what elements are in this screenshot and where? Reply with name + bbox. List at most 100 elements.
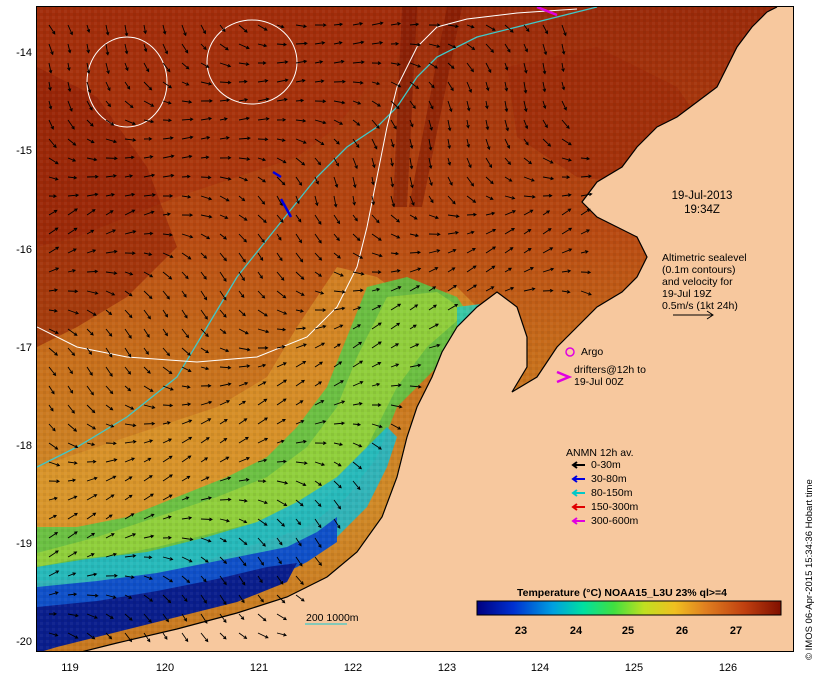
velocity-arrow: [238, 271, 245, 282]
velocity-arrow: [124, 62, 129, 72]
velocity-arrow: [504, 24, 514, 33]
argo-marker[interactable]: [565, 347, 575, 357]
velocity-arrow: [200, 328, 209, 338]
velocity-arrow: [48, 550, 59, 558]
velocity-arrow: [67, 43, 72, 54]
velocity-arrow: [162, 290, 170, 300]
velocity-arrow: [257, 309, 268, 317]
velocity-arrow: [390, 343, 400, 349]
velocity-arrow: [561, 290, 571, 294]
velocity-arrow: [485, 246, 497, 254]
velocity-arrow: [162, 474, 173, 482]
velocity-arrow: [238, 537, 248, 546]
velocity-arrow: [181, 366, 192, 372]
velocity-arrow: [447, 81, 454, 92]
map-panel[interactable]: [36, 6, 794, 652]
velocity-arrow: [333, 157, 339, 167]
velocity-arrow: [143, 43, 148, 53]
velocity-arrow: [48, 138, 57, 149]
velocity-arrow: [352, 252, 364, 259]
velocity-arrow: [542, 157, 554, 164]
velocity-arrow: [219, 98, 231, 103]
velocity-arrow: [352, 401, 363, 406]
velocity-arrow: [333, 233, 340, 242]
velocity-arrow: [390, 423, 402, 430]
velocity-arrow: [257, 97, 270, 102]
velocity-arrow: [371, 442, 382, 450]
velocity-arrow: [162, 328, 168, 337]
velocity-arrow: [162, 535, 172, 540]
velocity-arrow: [219, 195, 230, 202]
velocity-arrow: [561, 269, 572, 273]
velocity-arrow: [371, 341, 382, 349]
velocity-arrow: [523, 194, 536, 199]
velocity-arrow: [181, 613, 188, 622]
velocity-arrow: [295, 343, 307, 349]
velocity-arrow: [124, 554, 137, 558]
velocity-arrow: [181, 233, 194, 239]
velocity-arrow: [219, 382, 232, 387]
velocity-arrow: [390, 195, 396, 208]
velocity-arrow: [542, 228, 552, 235]
velocity-arrow: [162, 385, 174, 391]
velocity-arrow: [276, 24, 285, 29]
lat-tick-14: -14: [16, 47, 32, 59]
velocity-arrow: [200, 347, 210, 354]
temperature-colorbar: [476, 600, 782, 616]
velocity-arrow: [371, 41, 384, 45]
velocity-arrow: [561, 100, 567, 111]
velocity-arrow: [295, 326, 307, 331]
drifter-chevron-icon: [556, 370, 573, 384]
velocity-arrow: [428, 214, 439, 220]
velocity-arrow: [580, 250, 589, 254]
velocity-arrow: [371, 270, 382, 274]
velocity-arrow: [48, 461, 61, 467]
velocity-arrow: [333, 518, 341, 529]
velocity-arrow: [428, 138, 433, 151]
velocity-arrow: [143, 439, 154, 444]
velocity-arrow: [428, 286, 437, 292]
velocity-arrow: [276, 118, 287, 122]
velocity-arrow: [314, 480, 323, 486]
velocity-arrow: [276, 252, 283, 262]
sst-map: [37, 7, 793, 651]
velocity-arrow: [390, 41, 400, 46]
velocity-arrow: [314, 99, 327, 104]
velocity-arrow: [143, 555, 153, 560]
velocity-arrow: [181, 575, 191, 584]
velocity-arrow: [428, 157, 433, 170]
velocity-arrow: [485, 265, 496, 273]
velocity-arrow: [542, 81, 547, 93]
velocity-arrow: [219, 347, 230, 353]
velocity-arrow: [124, 174, 134, 178]
velocity-arrow: [257, 346, 269, 350]
drifters-label: drifters@12h to 19-Jul 00Z: [574, 364, 646, 388]
velocity-arrow: [181, 328, 190, 339]
velocity-arrow: [124, 533, 137, 539]
velocity-arrow: [48, 632, 59, 637]
velocity-arrow: [162, 252, 174, 258]
velocity-arrow: [219, 476, 232, 482]
colorbar-tick-25: 25: [621, 625, 635, 637]
coastline: [82, 7, 778, 651]
velocity-arrow: [390, 21, 402, 26]
velocity-arrow: [86, 309, 97, 316]
velocity-arrow: [409, 324, 417, 330]
velocity-arrow: [200, 476, 210, 482]
velocity-arrow: [48, 176, 59, 181]
drifter-track: [272, 170, 282, 179]
velocity-arrow: [238, 347, 251, 352]
lon-tick-122: 122: [343, 662, 363, 674]
velocity-arrow: [428, 304, 437, 311]
velocity-arrow: [542, 138, 552, 147]
velocity-arrow: [181, 62, 190, 70]
velocity-arrow: [523, 287, 536, 292]
velocity-arrow: [409, 343, 420, 349]
velocity-arrow: [162, 100, 172, 105]
velocity-arrow: [143, 421, 156, 426]
velocity-arrow: [181, 419, 193, 425]
velocity-arrow: [124, 119, 137, 125]
velocity-arrow: [447, 284, 457, 292]
velocity-arrow: [200, 400, 213, 406]
velocity-arrow: [162, 271, 173, 280]
